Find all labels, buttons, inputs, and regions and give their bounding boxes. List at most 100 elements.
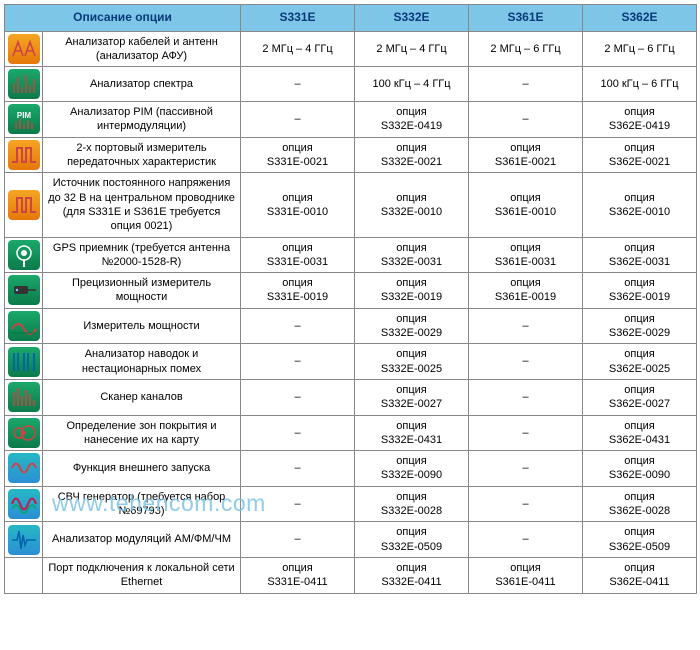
- value-cell: 2 МГц – 4 ГГц: [241, 31, 355, 67]
- table-row: Источник постоянного напряжения до 32 В …: [5, 173, 697, 237]
- value-cell: –: [469, 486, 583, 522]
- icon-cell: [5, 67, 43, 102]
- icon-cell: [5, 557, 43, 593]
- icon-cell: [5, 415, 43, 451]
- value-cell: –: [469, 344, 583, 380]
- value-cell: –: [241, 522, 355, 558]
- value-cell: –: [241, 102, 355, 138]
- value-cell: опцияS361E-0010: [469, 173, 583, 237]
- value-cell: опцияS331E-0411: [241, 557, 355, 593]
- value-cell: опцияS361E-0019: [469, 273, 583, 309]
- map-icon: [8, 418, 40, 448]
- icon-cell: [5, 308, 43, 344]
- value-cell: опцияS362E-0025: [583, 344, 697, 380]
- value-cell: опцияS332E-0411: [355, 557, 469, 593]
- value-cell: опцияS362E-0019: [583, 273, 697, 309]
- table-row: Прецизионный измеритель мощностиопцияS33…: [5, 273, 697, 309]
- value-cell: опцияS362E-0411: [583, 557, 697, 593]
- value-cell: опцияS332E-0027: [355, 379, 469, 415]
- header-desc: Описание опции: [5, 5, 241, 32]
- value-cell: опцияS332E-0029: [355, 308, 469, 344]
- value-cell: опцияS361E-0031: [469, 237, 583, 273]
- desc-cell: Определение зон покрытия и нанесение их …: [43, 415, 241, 451]
- value-cell: –: [469, 308, 583, 344]
- icon-cell: PIM: [5, 102, 43, 138]
- value-cell: опцияS331E-0031: [241, 237, 355, 273]
- value-cell: –: [241, 451, 355, 487]
- options-table-wrap: Описание опции S331E S332E S361E S362E А…: [4, 4, 696, 594]
- desc-cell: Функция внешнего запуска: [43, 451, 241, 487]
- table-row: PIM Анализатор PIM (пассивной интермодул…: [5, 102, 697, 138]
- table-row: Анализатор модуляций АМ/ФМ/ЧМ–опцияS332E…: [5, 522, 697, 558]
- desc-cell: Источник постоянного напряжения до 32 В …: [43, 173, 241, 237]
- table-row: Анализатор наводок и нестационарных поме…: [5, 344, 697, 380]
- desc-cell: Сканер каналов: [43, 379, 241, 415]
- gps-icon: [8, 240, 40, 270]
- value-cell: опцияS362E-0090: [583, 451, 697, 487]
- table-row: СВЧ генератор (требуется набор №69793) –о…: [5, 486, 697, 522]
- spectrum-icon: [8, 69, 40, 99]
- icon-cell: [5, 31, 43, 67]
- icon-cell: [5, 522, 43, 558]
- value-cell: 100 кГц – 6 ГГц: [583, 67, 697, 102]
- table-row: Сканер каналов–опцияS332E-0027–опцияS362…: [5, 379, 697, 415]
- value-cell: опцияS331E-0019: [241, 273, 355, 309]
- pulse-icon: [8, 140, 40, 170]
- desc-cell: 2-х портовый измеритель передаточных хар…: [43, 137, 241, 173]
- table-row: Анализатор спектра–100 кГц – 4 ГГц–100 к…: [5, 67, 697, 102]
- value-cell: опцияS361E-0021: [469, 137, 583, 173]
- value-cell: –: [469, 102, 583, 138]
- scanner-icon: [8, 382, 40, 412]
- antenna-icon: [8, 34, 40, 64]
- value-cell: опцияS332E-0028: [355, 486, 469, 522]
- table-row: Измеритель мощности–опцияS332E-0029–опци…: [5, 308, 697, 344]
- icon-cell: [5, 379, 43, 415]
- value-cell: опцияS362E-0021: [583, 137, 697, 173]
- value-cell: 2 МГц – 6 ГГц: [583, 31, 697, 67]
- icon-cell: [5, 273, 43, 309]
- value-cell: 2 МГц – 6 ГГц: [469, 31, 583, 67]
- value-cell: –: [241, 344, 355, 380]
- icon-cell: [5, 486, 43, 522]
- value-cell: –: [469, 379, 583, 415]
- desc-cell: Анализатор модуляций АМ/ФМ/ЧМ: [43, 522, 241, 558]
- value-cell: –: [469, 415, 583, 451]
- icon-cell: [5, 451, 43, 487]
- svg-text:PIM: PIM: [16, 111, 31, 120]
- value-cell: опцияS362E-0431: [583, 415, 697, 451]
- value-cell: опцияS331E-0010: [241, 173, 355, 237]
- header-model-1: S332E: [355, 5, 469, 32]
- value-cell: 100 кГц – 4 ГГц: [355, 67, 469, 102]
- generator-icon: [8, 489, 40, 519]
- table-row: Определение зон покрытия и нанесение их …: [5, 415, 697, 451]
- value-cell: опцияS332E-0021: [355, 137, 469, 173]
- desc-cell: Анализатор PIM (пассивной интермодуляции…: [43, 102, 241, 138]
- desc-cell: Прецизионный измеритель мощности: [43, 273, 241, 309]
- icon-cell: [5, 137, 43, 173]
- value-cell: опцияS332E-0509: [355, 522, 469, 558]
- value-cell: –: [241, 308, 355, 344]
- value-cell: опцияS332E-0031: [355, 237, 469, 273]
- value-cell: –: [469, 67, 583, 102]
- desc-cell: СВЧ генератор (требуется набор №69793): [43, 486, 241, 522]
- value-cell: опцияS332E-0019: [355, 273, 469, 309]
- value-cell: опцияS362E-0010: [583, 173, 697, 237]
- value-cell: опцияS362E-0027: [583, 379, 697, 415]
- options-table: Описание опции S331E S332E S361E S362E А…: [4, 4, 697, 594]
- desc-cell: Измеритель мощности: [43, 308, 241, 344]
- table-row: Анализатор кабелей и антенн (анализатор …: [5, 31, 697, 67]
- table-row: 2-х портовый измеритель передаточных хар…: [5, 137, 697, 173]
- desc-cell: Порт подключения к локальной сети Ethern…: [43, 557, 241, 593]
- icon-cell: [5, 237, 43, 273]
- noise-icon: [8, 347, 40, 377]
- value-cell: опцияS332E-0025: [355, 344, 469, 380]
- trigger-icon: [8, 453, 40, 483]
- value-cell: –: [241, 67, 355, 102]
- value-cell: опцияS332E-0431: [355, 415, 469, 451]
- power-icon: [8, 311, 40, 341]
- value-cell: опцияS362E-0419: [583, 102, 697, 138]
- value-cell: –: [469, 522, 583, 558]
- value-cell: –: [469, 451, 583, 487]
- icon-cell: [5, 173, 43, 237]
- desc-cell: Анализатор кабелей и антенн (анализатор …: [43, 31, 241, 67]
